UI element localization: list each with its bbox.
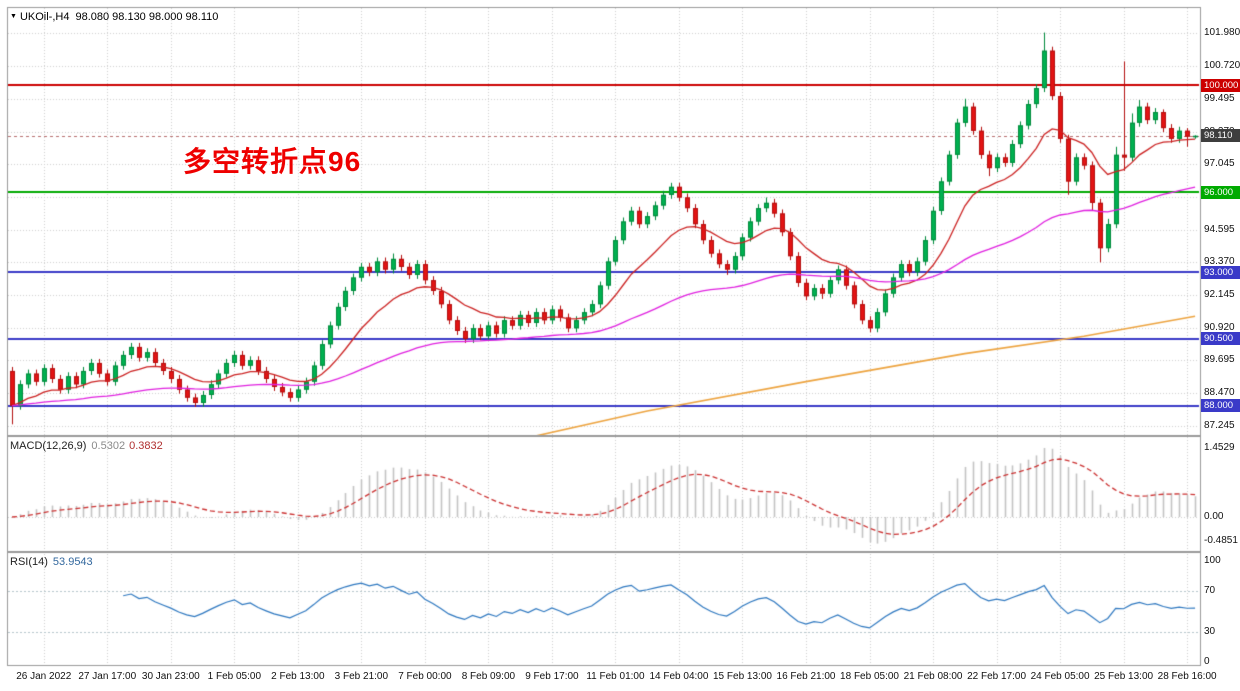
rsi-tick-label: 100 xyxy=(1204,555,1221,566)
date-tick-label: 24 Feb 05:00 xyxy=(1030,671,1090,682)
price-tick-label: 101.980 xyxy=(1204,26,1240,38)
price-line-badge: 90.500 xyxy=(1201,332,1240,346)
annotation-text[interactable]: 多空转折点96 xyxy=(183,146,362,177)
price-tick-label: 89.695 xyxy=(1204,354,1235,366)
date-tick-label: 28 Feb 16:00 xyxy=(1157,671,1217,682)
rsi-tick-label: 0 xyxy=(1204,656,1210,667)
macd-tick-label: -0.4851 xyxy=(1204,535,1238,546)
ohlc-readout: 98.080 98.130 98.000 98.110 xyxy=(75,11,219,23)
date-tick-label: 7 Feb 00:00 xyxy=(398,671,452,682)
macd-main-value: 0.5302 xyxy=(91,440,126,452)
rsi-tick-label: 70 xyxy=(1204,585,1216,597)
price-line-badge: 100.000 xyxy=(1201,78,1240,92)
date-tick-label: 1 Feb 05:00 xyxy=(207,671,261,682)
macd-signal-value: 0.3832 xyxy=(129,440,163,452)
date-tick-label: 9 Feb 17:00 xyxy=(525,671,579,682)
date-tick-label: 8 Feb 09:00 xyxy=(461,671,516,682)
date-tick-label: 14 Feb 04:00 xyxy=(649,671,709,682)
macd-name: MACD(12,26,9) xyxy=(10,440,87,452)
rsi-name: RSI(14) xyxy=(10,556,48,568)
macd-label: MACD(12,26,9) 0.5302 0.3832 xyxy=(10,440,163,452)
date-tick-label: 18 Feb 05:00 xyxy=(840,671,899,682)
rsi-tick-label: 30 xyxy=(1204,625,1216,637)
symbol-timeframe-label: UKOil-,H4 xyxy=(19,11,70,23)
price-tick-label: 100.720 xyxy=(1204,60,1240,72)
rsi-value: 53.9543 xyxy=(52,556,93,568)
date-tick-label: 27 Jan 17:00 xyxy=(78,671,137,682)
date-tick-label: 22 Feb 17:00 xyxy=(967,671,1027,682)
price-line-badge: 96.000 xyxy=(1201,185,1240,199)
date-tick-label: 2 Feb 13:00 xyxy=(271,671,325,682)
date-tick-label: 11 Feb 01:00 xyxy=(586,671,645,682)
date-tick-label: 30 Jan 23:00 xyxy=(141,671,200,682)
date-tick-label: 16 Feb 21:00 xyxy=(776,671,836,682)
chart-title: ▼ UKOil-,H4 98.080 98.130 98.000 98.110 xyxy=(10,11,218,23)
date-tick-label: 25 Feb 13:00 xyxy=(1094,671,1154,682)
price-tick-label: 99.495 xyxy=(1204,92,1235,104)
rsi-label: RSI(14) 53.9543 xyxy=(10,556,93,568)
price-line-badge: 88.000 xyxy=(1201,399,1240,413)
macd-tick-label: 1.4529 xyxy=(1204,442,1235,453)
price-tick-label: 88.470 xyxy=(1204,387,1235,399)
price-tick-label: 94.595 xyxy=(1204,223,1235,235)
price-tick-label: 87.245 xyxy=(1204,419,1235,431)
price-tick-label: 93.370 xyxy=(1204,256,1235,268)
date-tick-label: 21 Feb 08:00 xyxy=(903,671,963,682)
price-tick-label: 90.920 xyxy=(1204,321,1235,333)
date-tick-label: 3 Feb 21:00 xyxy=(334,671,389,682)
date-tick-label: 26 Jan 2022 xyxy=(16,671,72,682)
date-tick-label: 15 Feb 13:00 xyxy=(713,671,772,682)
macd-tick-label: 0.00 xyxy=(1204,511,1224,522)
price-tick-label: 92.145 xyxy=(1204,289,1235,301)
symbol-dropdown-icon[interactable]: ▼ xyxy=(10,13,17,20)
bid-price-badge: 98.110 xyxy=(1201,129,1240,143)
price-line-badge: 93.000 xyxy=(1201,265,1240,279)
price-tick-label: 97.045 xyxy=(1204,158,1235,170)
